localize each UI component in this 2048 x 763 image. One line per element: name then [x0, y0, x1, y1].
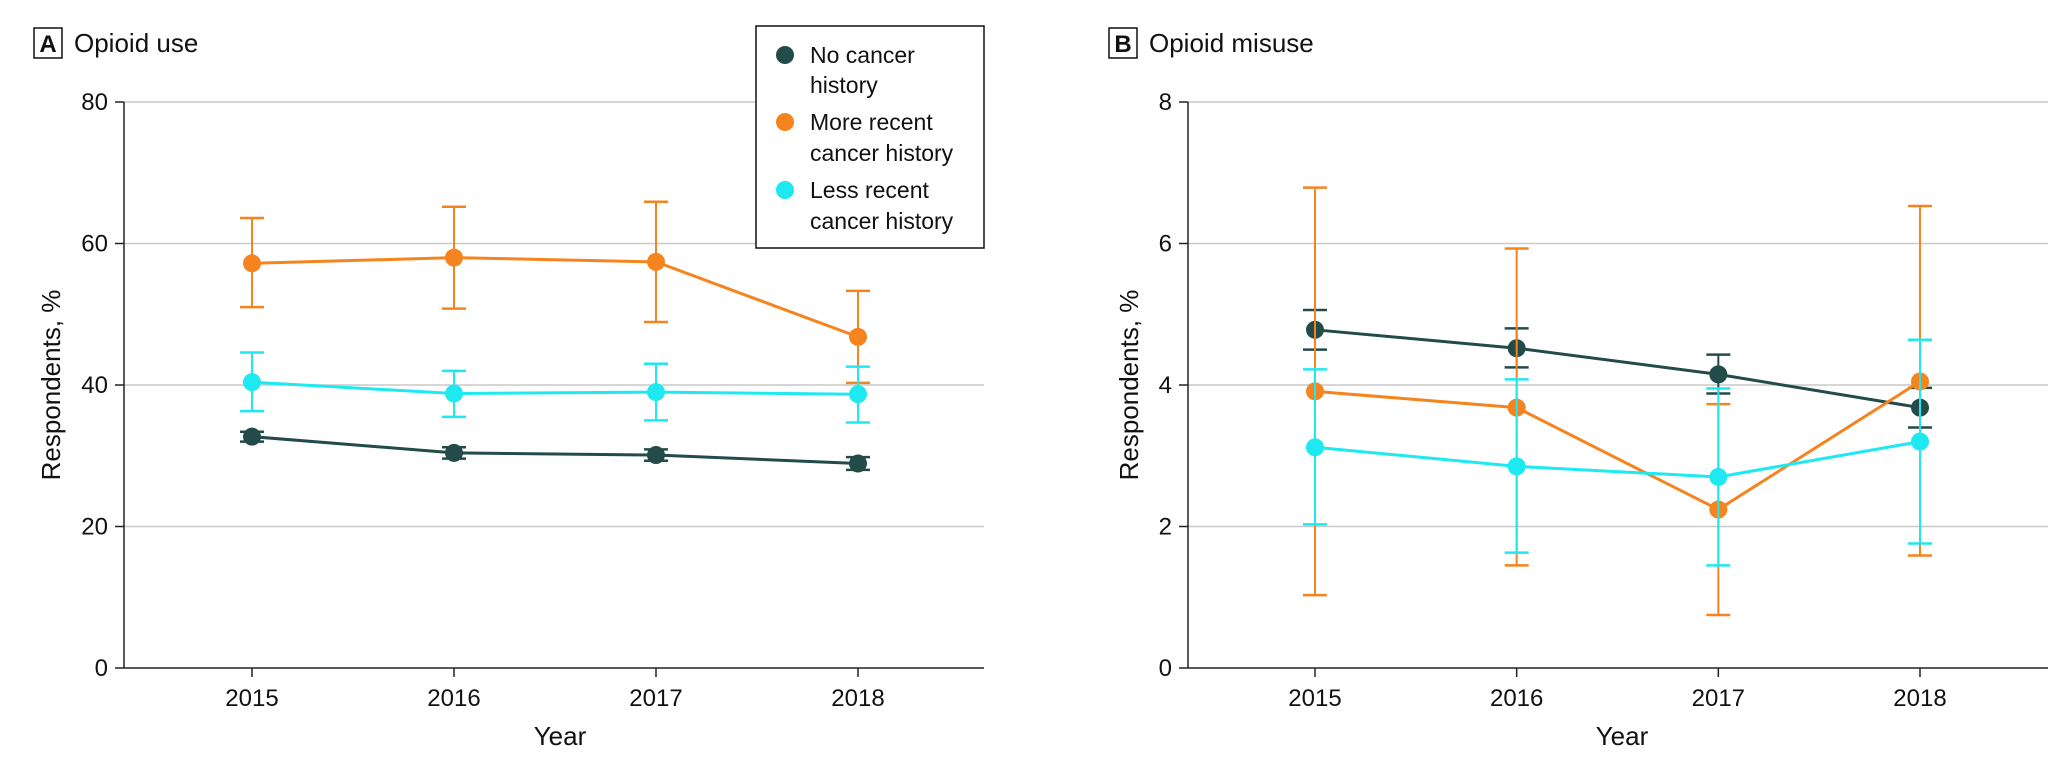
- panel-b-point-less-recent: [1709, 467, 1728, 486]
- panel-b-y-axis-title: Respondents, %: [1114, 290, 1144, 481]
- panel-b-point-less-recent: [1306, 438, 1324, 457]
- legend-label-less-recent-line1: Less recent: [810, 177, 930, 203]
- legend-item-more-recent: More recent cancer history: [776, 109, 954, 166]
- panel-a-point-more-recent: [647, 252, 665, 271]
- panel-b-y-ticks: 0 2 4 6 8: [1159, 89, 1188, 682]
- panel-a-point-no-cancer: [445, 443, 463, 462]
- panel-b-y-tick-label: 6: [1159, 231, 1172, 258]
- panel-b-series-line-more-recent: [1314, 380, 1921, 512]
- panel-b-series-line-no-cancer: [1314, 328, 1921, 410]
- panel-a-point-less-recent: [647, 383, 665, 402]
- panel-b-x-tick-label: 2017: [1692, 685, 1745, 712]
- panel-a-point-less-recent: [849, 385, 867, 404]
- panel-b-y-tick-label: 0: [1159, 655, 1172, 682]
- panel-b-series-line-less-recent: [1314, 440, 1921, 479]
- legend-item-no-cancer: No cancer history: [776, 42, 915, 98]
- panel-b-point-less-recent: [1507, 457, 1526, 476]
- panel-a-point-more-recent: [849, 327, 867, 346]
- panel-a-y-tick-label: 0: [95, 655, 108, 682]
- panel-a-y-tick-label: 60: [81, 231, 108, 258]
- legend-label-no-cancer-line1: No cancer: [810, 42, 915, 68]
- panel-a-y-tick-label: 20: [81, 514, 108, 541]
- legend-marker-more-recent: [776, 113, 794, 131]
- panel-a-y-tick-label: 40: [81, 372, 108, 399]
- legend-marker-less-recent: [776, 181, 794, 199]
- panel-a-title: Opioid use: [74, 28, 198, 58]
- panel-b-x-axis-title: Year: [1596, 721, 1649, 751]
- panel-a-point-more-recent: [243, 254, 261, 273]
- panel-b-title: Opioid misuse: [1149, 28, 1314, 58]
- panel-a-point-less-recent: [445, 384, 463, 403]
- legend-label-less-recent-line2: cancer history: [810, 208, 954, 234]
- panel-b-gridlines: [1188, 101, 2048, 528]
- panel-b-y-tick-label: 8: [1159, 89, 1172, 116]
- panel-a-series-line-less-recent: [251, 380, 859, 396]
- panel-a-point-more-recent: [445, 248, 463, 267]
- panel-a-point-less-recent: [243, 373, 261, 392]
- panel-a-series-line-no-cancer: [251, 435, 859, 466]
- panel-b-header: B Opioid misuse: [1108, 27, 1314, 59]
- panel-b-x-tick-label: 2016: [1490, 685, 1543, 712]
- panel-a-letter: A: [39, 31, 56, 58]
- panel-b-series: [1303, 186, 1932, 617]
- panel-a-x-tick-label: 2015: [225, 685, 278, 712]
- panel-b-letter: B: [1114, 31, 1131, 58]
- panel-b-x-tick-label: 2015: [1288, 685, 1341, 712]
- panel-b-y-tick-label: 2: [1159, 514, 1172, 541]
- panel-a-x-tick-label: 2017: [629, 685, 682, 712]
- panel-a-y-axis-title: Respondents, %: [36, 290, 66, 481]
- panel-a-series: [240, 200, 870, 473]
- panel-b-point-no-cancer: [1709, 365, 1728, 384]
- legend-label-more-recent-line1: More recent: [810, 109, 933, 135]
- panel-a-x-tick-label: 2016: [427, 685, 480, 712]
- panel-a-point-no-cancer: [647, 446, 665, 465]
- legend-label-more-recent-line2: cancer history: [810, 140, 954, 166]
- panel-b-x-tick-label: 2018: [1893, 685, 1946, 712]
- panel-a-point-no-cancer: [849, 454, 867, 473]
- panel-b-x-ticks: 2015 2016 2017 2018: [1288, 668, 1947, 712]
- panel-a-y-tick-label: 80: [81, 89, 108, 116]
- panel-a-x-tick-label: 2018: [831, 685, 884, 712]
- panel-a-x-ticks: 2015 2016 2017 2018: [225, 668, 885, 712]
- panel-b-point-less-recent: [1911, 432, 1929, 451]
- panel-a-series-line-more-recent: [251, 256, 859, 339]
- legend: No cancer history More recent cancer his…: [755, 25, 985, 249]
- panel-a-x-axis-title: Year: [534, 721, 587, 751]
- panel-a-y-ticks: 0 20 40 60 80: [81, 89, 124, 682]
- panel-b-y-tick-label: 4: [1159, 372, 1172, 399]
- legend-label-no-cancer-line2: history: [810, 72, 878, 98]
- panel-b-letter-box: [1108, 27, 1138, 59]
- legend-marker-no-cancer: [776, 46, 794, 64]
- panel-a-point-no-cancer: [243, 427, 261, 446]
- panel-b-plot: 0 2 4 6 8 2015 2016 2017 2018 Year Respondents,…: [1114, 89, 2048, 751]
- legend-box: [755, 25, 985, 249]
- panel-a-letter-box: [33, 27, 63, 59]
- legend-item-less-recent: Less recent cancer history: [776, 177, 954, 234]
- panel-a-header: A Opioid use: [33, 27, 198, 59]
